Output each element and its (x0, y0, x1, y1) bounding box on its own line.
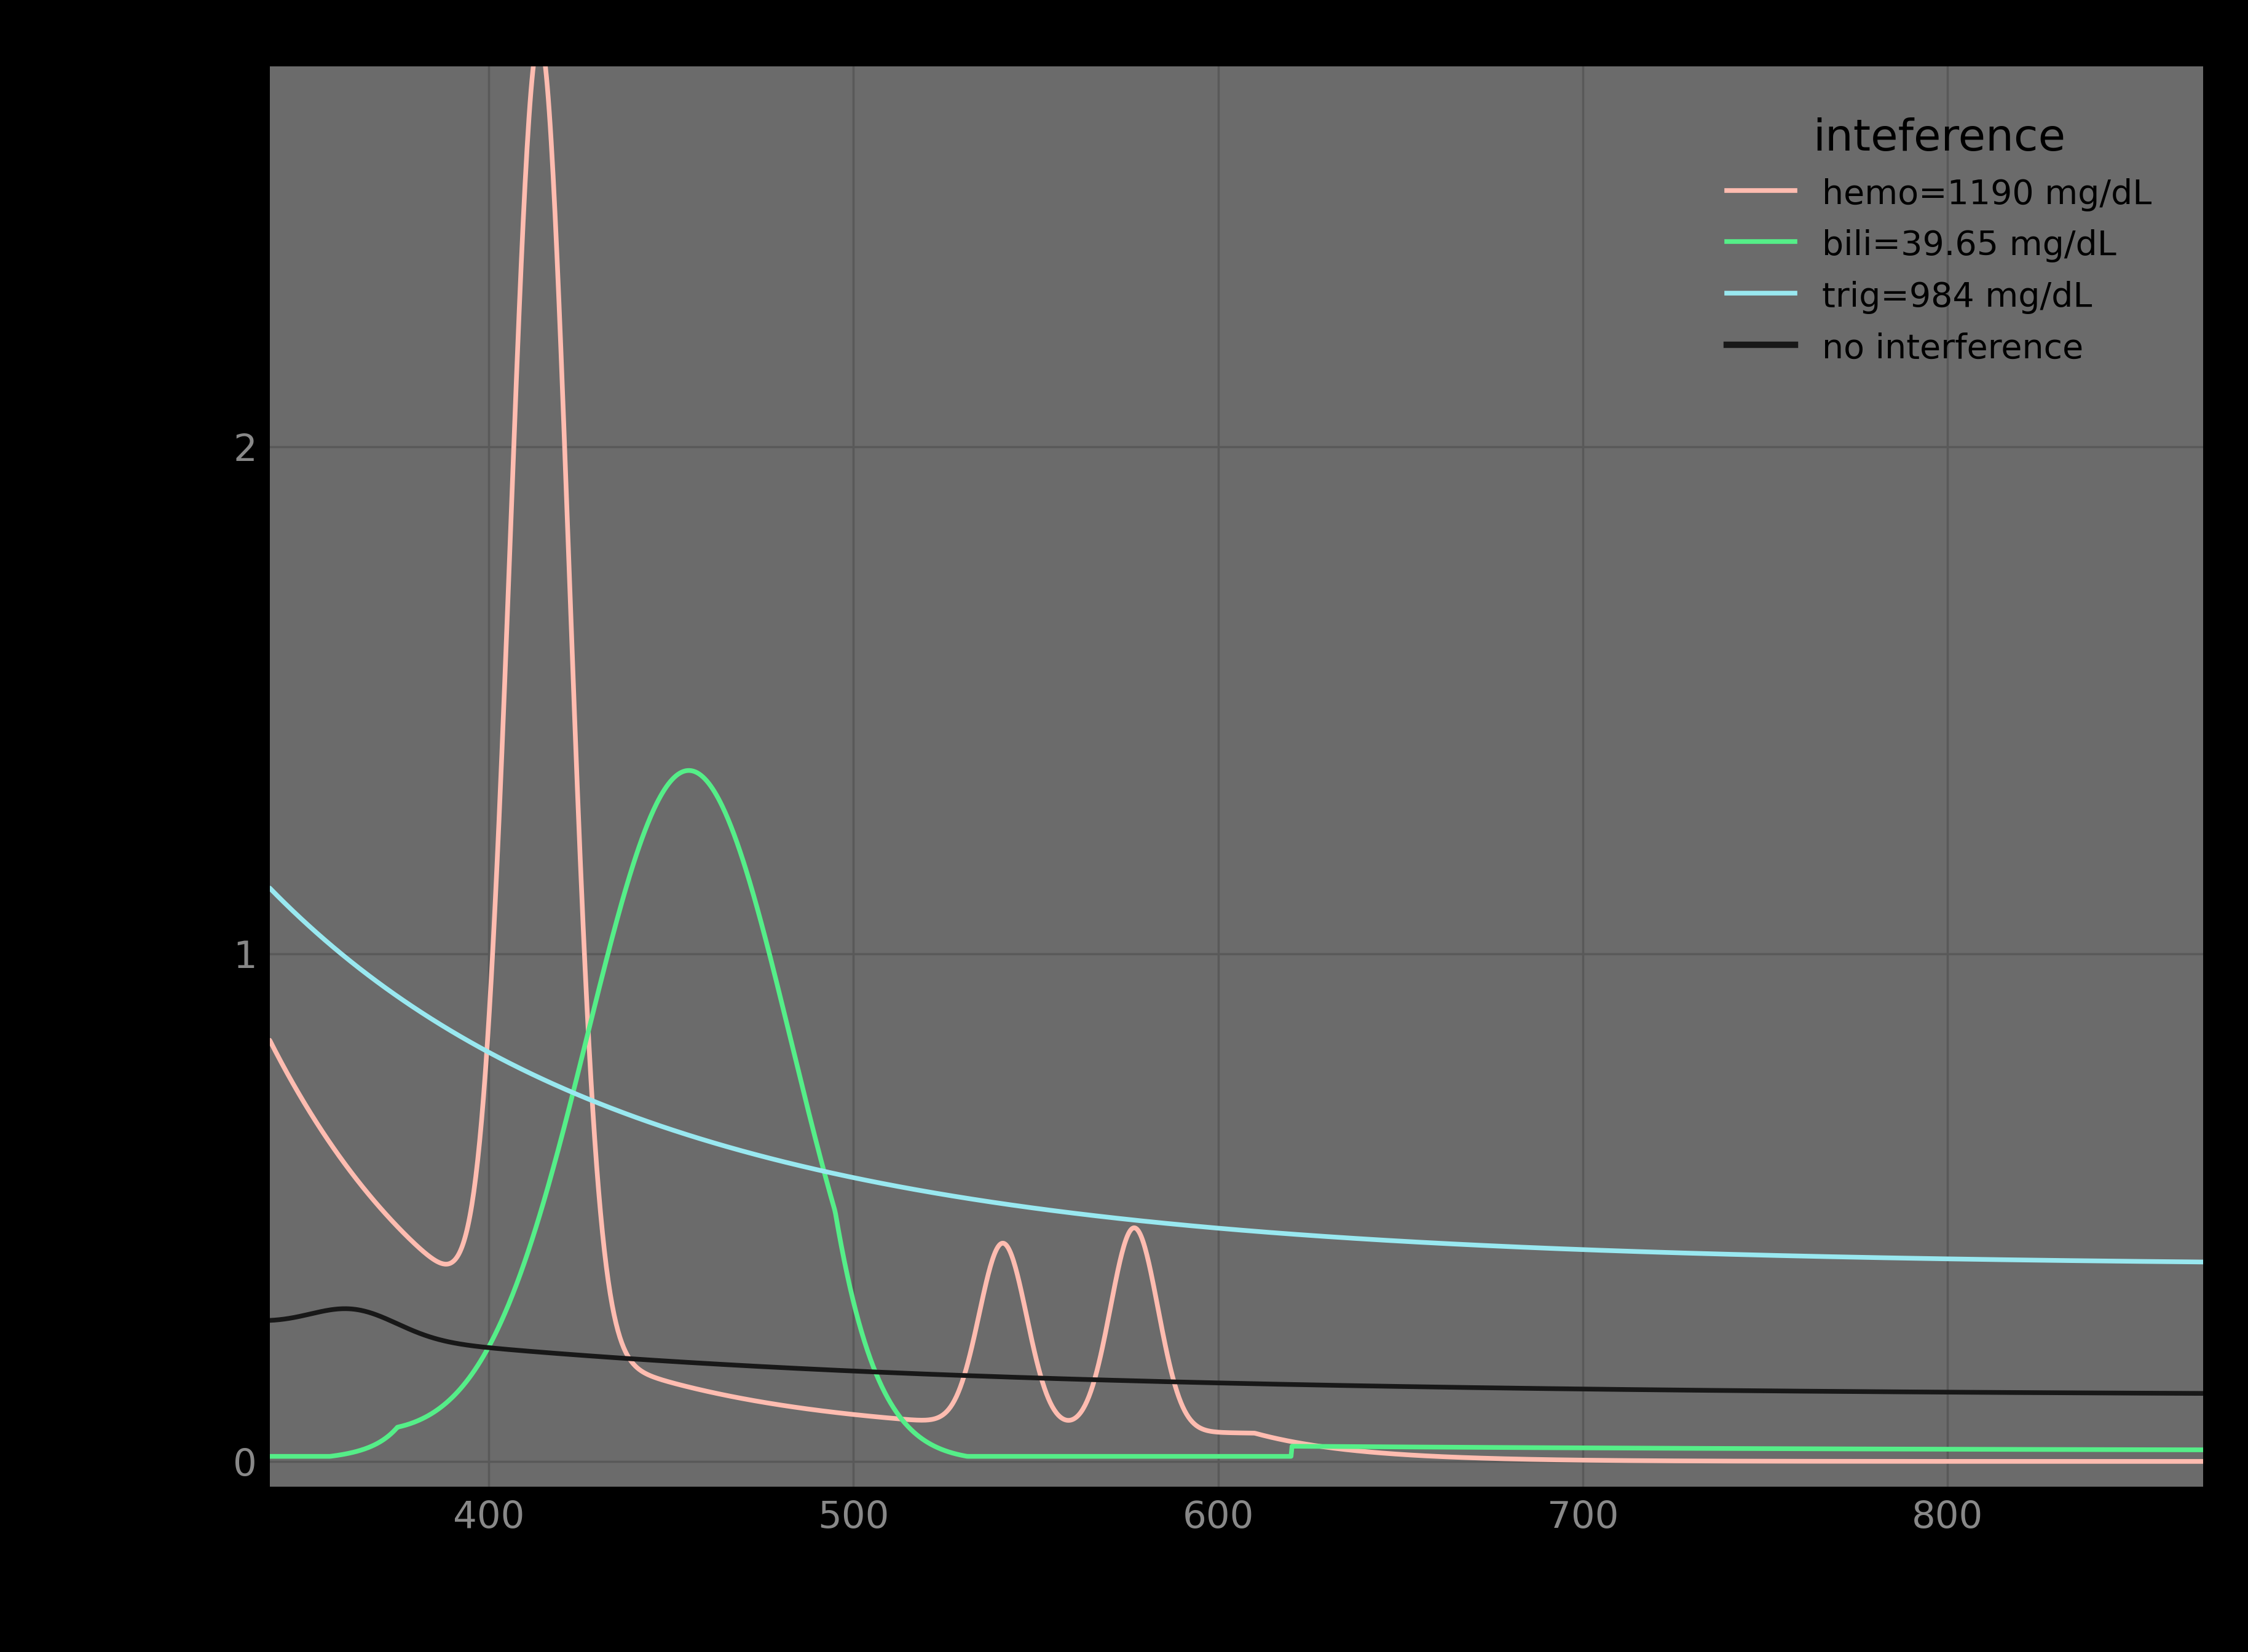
Legend: hemo=1190 mg/dL, bili=39.65 mg/dL, trig=984 mg/dL, no interference: hemo=1190 mg/dL, bili=39.65 mg/dL, trig=… (1693, 83, 2185, 400)
